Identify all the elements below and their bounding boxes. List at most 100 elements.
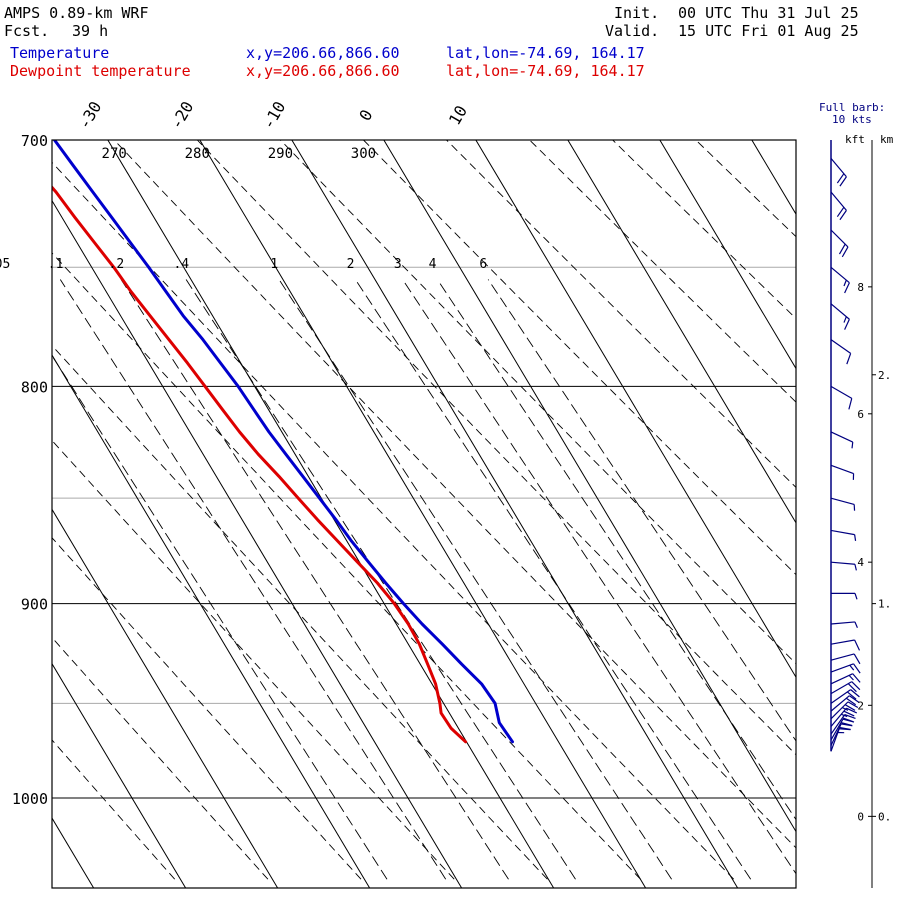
mixing-ratio-label: 6 bbox=[479, 257, 487, 272]
dry-adiabat bbox=[612, 140, 796, 320]
isotherm-label: -30 bbox=[75, 98, 106, 133]
isotherm bbox=[567, 140, 796, 524]
dry-adiabat-label: 300 bbox=[351, 146, 376, 162]
dry-adiabat bbox=[52, 739, 176, 880]
dry-adiabat-label: 270 bbox=[102, 146, 127, 162]
wind-barb bbox=[830, 303, 850, 330]
wind-barb-full bbox=[847, 701, 859, 709]
wind-barb-half bbox=[848, 674, 854, 681]
wind-barb-full bbox=[844, 704, 856, 711]
wind-barb-full bbox=[843, 710, 855, 717]
dry-adiabat-label: 290 bbox=[268, 146, 293, 162]
wind-legend-line1: Full barb: bbox=[819, 101, 886, 114]
wind-barb-staff bbox=[830, 714, 846, 735]
wind-barb-full bbox=[839, 210, 847, 221]
mixing-ratio-line bbox=[120, 279, 509, 880]
wind-barb-staff bbox=[830, 529, 855, 536]
mixing-ratio-label: .05 bbox=[0, 257, 10, 272]
wind-barb-staff bbox=[830, 561, 855, 565]
wind-barb-full bbox=[846, 691, 857, 700]
wind-barb bbox=[830, 191, 847, 221]
dewpoint-profile-line bbox=[52, 185, 468, 744]
dry-adiabat bbox=[362, 140, 796, 576]
height-kft-label: 0 bbox=[857, 810, 864, 823]
mixing-ratio-label: .2 bbox=[109, 257, 125, 272]
wind-barb-staff bbox=[830, 653, 855, 661]
isotherm bbox=[52, 354, 371, 888]
isotherm-label: 0 bbox=[355, 106, 376, 124]
wind-barb-half bbox=[854, 564, 857, 571]
wind-barb-full bbox=[853, 663, 861, 674]
legend-temperature-latlon: lat,lon=-74.69, 164.17 bbox=[446, 44, 645, 62]
wind-barb-staff bbox=[830, 621, 855, 625]
isotherm-label: 10 bbox=[445, 102, 471, 128]
wind-barb-staff bbox=[830, 339, 852, 354]
wind-barb-half bbox=[849, 664, 855, 671]
dry-adiabat bbox=[52, 636, 269, 880]
legend-dewpoint-name: Dewpoint temperature bbox=[10, 62, 191, 80]
dry-adiabat bbox=[52, 344, 548, 880]
wind-barb bbox=[830, 157, 847, 187]
wind-barb bbox=[830, 431, 854, 449]
wind-barb-half bbox=[854, 621, 858, 628]
forecast-hours: 39 h bbox=[72, 22, 109, 40]
wind-barb bbox=[830, 529, 857, 541]
mixing-ratio-line bbox=[52, 354, 388, 880]
init-label: Init. bbox=[614, 4, 660, 22]
mixing-ratio-line bbox=[59, 279, 447, 880]
wind-barb bbox=[830, 385, 853, 410]
wind-barb-staff bbox=[830, 431, 854, 443]
wind-barb bbox=[830, 339, 852, 365]
mixing-ratio-line bbox=[355, 279, 752, 880]
height-kft-label: 8 bbox=[857, 281, 864, 294]
wind-barb bbox=[830, 653, 861, 665]
temperature-profile-line bbox=[53, 140, 514, 744]
wind-barb bbox=[830, 713, 856, 735]
wind-barb-staff bbox=[830, 723, 842, 746]
wind-barb bbox=[830, 663, 861, 674]
wind-barb bbox=[830, 681, 861, 695]
wind-barb-full bbox=[836, 206, 845, 218]
isotherm bbox=[659, 140, 796, 370]
isotherm-label: -20 bbox=[167, 98, 198, 133]
wind-barb-full bbox=[854, 639, 861, 651]
mixing-ratio-label: 2 bbox=[347, 257, 355, 272]
wind-barb-staff bbox=[830, 464, 854, 475]
wind-barb bbox=[830, 707, 858, 727]
mixing-ratio-line bbox=[402, 279, 796, 875]
wind-barb bbox=[830, 561, 857, 571]
isotherm bbox=[52, 199, 463, 888]
wind-barb bbox=[830, 689, 860, 704]
wind-barb-half bbox=[841, 713, 848, 718]
dry-adiabat bbox=[52, 537, 362, 880]
wind-barb-full bbox=[851, 681, 861, 691]
wind-barb bbox=[831, 592, 858, 600]
init-time: 00 UTC Thu 31 Jul 25 bbox=[678, 4, 859, 22]
mixing-ratio-label: 4 bbox=[429, 257, 437, 272]
wind-barb bbox=[830, 229, 849, 258]
isotherm bbox=[199, 140, 647, 888]
isotherm bbox=[291, 140, 739, 888]
wind-barb-full bbox=[849, 695, 860, 703]
wind-barb bbox=[830, 621, 858, 628]
wind-barb-full bbox=[836, 173, 845, 184]
isotherm bbox=[52, 508, 279, 888]
forecast-label: Fcst. bbox=[4, 22, 50, 40]
wind-barb-full bbox=[844, 282, 850, 294]
wind-barb-half bbox=[854, 534, 857, 541]
mixing-ratio-line bbox=[487, 279, 796, 742]
height-kft-label: 4 bbox=[857, 556, 864, 569]
legend-temperature-name: Temperature bbox=[10, 44, 110, 62]
isotherm bbox=[52, 817, 95, 888]
mixing-ratio-label: .1 bbox=[48, 257, 64, 272]
wind-barb-half bbox=[843, 316, 847, 323]
mixing-ratio-line bbox=[278, 279, 672, 880]
height-units-km: km bbox=[880, 133, 894, 146]
legend-dewpoint-latlon: lat,lon=-74.69, 164.17 bbox=[446, 62, 645, 80]
dry-adiabat bbox=[279, 140, 796, 665]
model-title: AMPS 0.89-km WRF bbox=[4, 4, 149, 22]
pressure-tick-label: 1000 bbox=[12, 790, 48, 808]
wind-barb-full bbox=[839, 726, 851, 731]
pressure-tick-label: 800 bbox=[21, 378, 48, 396]
isotherm bbox=[52, 662, 187, 888]
